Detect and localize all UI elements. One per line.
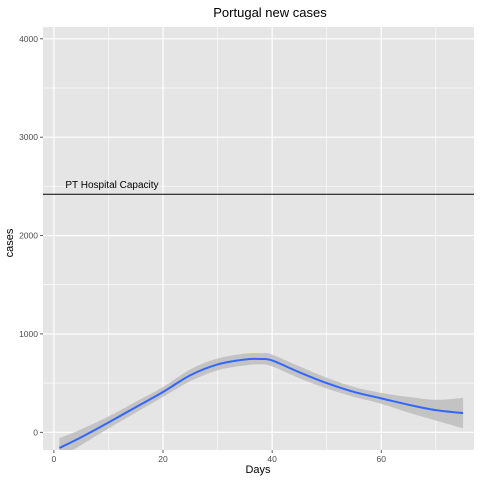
y-axis-title: cases [4,228,16,257]
reference-line-layer: PT Hospital Capacity [43,180,474,195]
y-tick-label: 0 [33,427,38,437]
x-tick-label: 60 [377,454,387,464]
confidence-band-layer [59,352,464,450]
x-tick-label: 40 [267,454,277,464]
plot-panel [43,27,474,450]
confidence-band [59,352,464,450]
y-tick-label: 3000 [19,132,38,142]
y-tick-label: 4000 [19,34,38,44]
x-axis-title: Days [245,464,271,476]
hospital-capacity-label: PT Hospital Capacity [65,180,158,191]
chart-title: Portugal new cases [213,5,327,20]
series-line-layer [58,357,464,449]
grid-major [43,27,474,450]
x-axis: 0 20 40 60 [52,450,387,464]
x-tick-label: 20 [158,454,168,464]
grid-minor [43,27,474,450]
y-tick-label: 2000 [19,231,38,241]
y-tick-label: 1000 [19,329,38,339]
y-axis: 0 1000 2000 3000 4000 [19,34,43,437]
smooth-trend-line [58,357,464,449]
x-tick-label: 0 [52,454,57,464]
